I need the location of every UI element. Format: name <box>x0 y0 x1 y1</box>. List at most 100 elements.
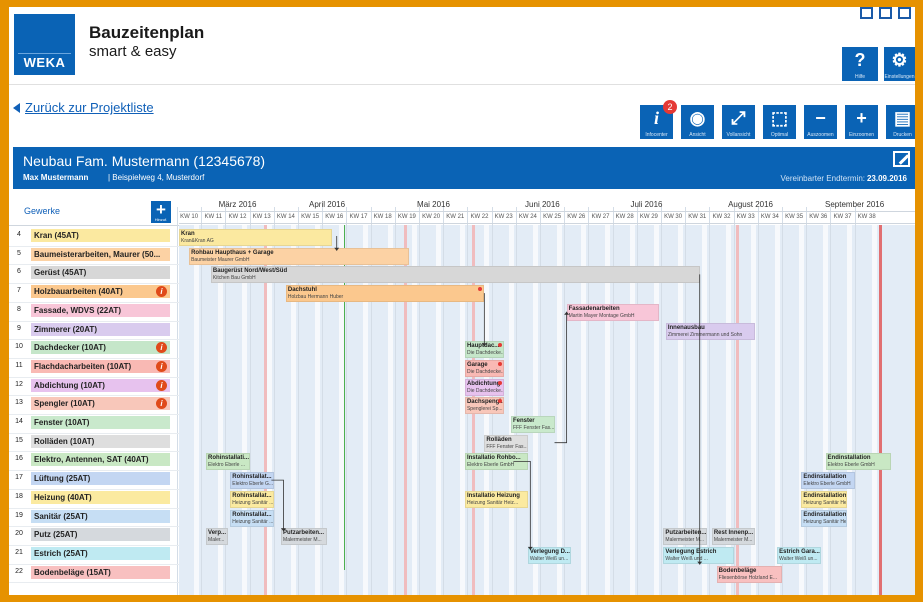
help-button-label: Hilfe <box>854 74 865 80</box>
gewerk-row-label[interactable]: Dachdecker (10AT) <box>31 341 170 355</box>
gewerk-row-label[interactable]: Bodenbeläge (15AT) <box>31 565 170 579</box>
maximize-button[interactable] <box>879 7 892 19</box>
week-divider <box>419 207 420 595</box>
task-bar[interactable]: Garage Die Dachdecke... <box>464 359 504 377</box>
task-company: Zimmerei Zimmermann und Sohn <box>667 331 743 338</box>
task-bar[interactable]: Innenausbau Zimmerei Zimmermann und Sohn <box>665 322 756 340</box>
task-bar[interactable]: Dachspengl... Spenglerei Sp... <box>464 397 504 415</box>
row-number: 7 <box>17 287 21 295</box>
week-label: KW 36 <box>809 214 828 220</box>
gewerke-header-divider <box>9 225 179 226</box>
week-divider <box>322 207 324 595</box>
week-divider <box>201 207 203 595</box>
optimal-button[interactable]: ⬚ Optimal <box>763 105 796 139</box>
task-bar[interactable]: Rohbau Haupthaus + Garage Baumeister Maur… <box>189 247 410 265</box>
gewerk-row-label[interactable]: Fenster (10AT) <box>31 416 170 429</box>
back-to-project-list-link[interactable]: Zurück zur Projektliste <box>13 100 154 115</box>
task-bar[interactable]: Rohinstallat... Elektro Eberle G... <box>230 472 274 490</box>
weekend-band <box>363 225 369 595</box>
end-date-label: Vereinbarter Endtermin: <box>780 174 866 183</box>
gewerk-row-label[interactable]: Zimmerer (20AT) <box>31 322 170 336</box>
task-title: Rohinstallat... <box>232 474 272 481</box>
gewerk-row-label[interactable]: Holzbauarbeiten (40AT) <box>31 285 170 299</box>
task-bar[interactable]: Verlegung Estrich Walter Weiß und ... <box>663 546 734 564</box>
warning-icon[interactable]: i <box>156 286 167 298</box>
row-divider <box>9 283 179 285</box>
task-bar[interactable]: Dachstuhl Holzbau Hermann Huber <box>285 285 485 303</box>
month-label: Juli 2016 <box>630 200 663 209</box>
gewerk-row-label[interactable]: Sanitär (25AT) <box>31 509 170 523</box>
auszoomen-button[interactable]: − Auszoomen <box>804 105 837 139</box>
task-bar[interactable]: Fassadenarbeiten Martin Mayer Montage Gmb… <box>566 303 659 321</box>
task-bar[interactable]: Rolläden FFF Fenster Fas... <box>484 434 528 452</box>
einzoomen-button[interactable]: + Einzoomen <box>845 105 878 139</box>
row-divider <box>9 582 179 584</box>
task-title: Dachspengl... <box>466 399 504 406</box>
gewerk-row-label[interactable]: Putz (25AT) <box>31 528 170 542</box>
task-bar[interactable]: Installatio Rohbo... Elektro Eberle GmbH <box>464 453 528 471</box>
week-label: KW 26 <box>567 214 586 220</box>
task-bar[interactable]: Abdichtung Die Dachdecke... <box>464 378 504 396</box>
task-bar[interactable]: Bodenbeläge Fliesenbörse Holzland E... <box>716 565 782 583</box>
settings-button[interactable]: ⚙ Einstellungen <box>884 47 915 81</box>
row-divider <box>9 414 179 415</box>
task-title: Installatio Heizung <box>466 492 520 499</box>
task-bar[interactable]: Installatio Heizung Heizung Sanitär Heiz.… <box>464 490 528 508</box>
gewerk-row-label[interactable]: Gerüst (45AT) <box>31 266 170 280</box>
fullscreen-icon: ⤢ <box>731 108 746 128</box>
gewerk-row-label[interactable]: Rolläden (10AT) <box>31 434 170 448</box>
app-window: WEKA Bauzeitenplan smart & easy ? Hilfe … <box>9 7 915 595</box>
gewerk-row-label[interactable]: Heizung (40AT) <box>31 490 170 504</box>
help-button[interactable]: ? Hilfe <box>842 47 878 81</box>
gewerk-row-label[interactable]: Kran (45AT) <box>31 229 170 242</box>
vollansicht-button[interactable]: ⤢ Vollansicht <box>722 105 755 139</box>
weka-logo: WEKA <box>14 14 75 75</box>
task-bar[interactable]: Rohinstallati... Elektro Eberle ... <box>206 453 250 471</box>
task-title: Bodenbeläge <box>718 567 757 574</box>
task-bar[interactable]: Kran Kran&Kran AG <box>179 229 332 246</box>
gewerk-row-label[interactable]: Baumeisterarbeiten, Maurer (50... <box>31 247 170 261</box>
task-title: Innenausbau <box>667 324 705 331</box>
task-bar[interactable]: Endinstallation Elektro Eberle GmbH <box>801 472 855 490</box>
task-bar[interactable]: Putzarbeiten... Malermeister M... <box>663 528 707 546</box>
close-button[interactable] <box>898 7 911 19</box>
task-bar[interactable]: Baugerüst Nord/West/Süd Kitchen Bau GmbH <box>210 266 700 284</box>
task-bar[interactable]: Fenster FFF Fenster Fas... <box>510 416 555 433</box>
warning-icon[interactable]: i <box>156 342 167 354</box>
fullscreen-label: Vollansicht <box>726 132 751 138</box>
task-company: Kitchen Bau GmbH <box>212 275 256 282</box>
drucken-button[interactable]: ▤ Drucken <box>886 105 915 139</box>
task-bar[interactable]: Putzarbeiten... Malermeister M... <box>281 528 328 546</box>
task-title: Estrich Gara... <box>779 548 820 555</box>
gewerk-row-label[interactable]: Flachdacharbeiten (10AT) <box>31 359 170 373</box>
weekend-band <box>605 225 611 595</box>
task-bar[interactable]: Estrich Gara... Walter Weiß un... <box>777 546 821 564</box>
gewerk-row-label[interactable]: Spengler (10AT) <box>31 397 170 411</box>
gewerk-row-label[interactable]: Estrich (25AT) <box>31 546 170 560</box>
task-bar[interactable]: Rohinstallat... Heizung Sanitär ... <box>230 490 274 508</box>
minimize-button[interactable] <box>860 7 873 19</box>
ansicht-button[interactable]: ◉ Ansicht <box>681 105 714 139</box>
edit-project-icon[interactable] <box>893 151 910 167</box>
task-bar[interactable]: Rest Innenp... Malermeister M... <box>711 528 756 546</box>
add-gewerk-button[interactable]: + Hinzuf. <box>151 200 171 223</box>
warning-icon[interactable]: i <box>156 360 167 372</box>
warning-icon[interactable]: i <box>156 398 167 410</box>
task-bar[interactable]: Verp... Maler... <box>206 528 228 546</box>
task-bar[interactable]: Rohinstallat... Heizung Sanitär ... <box>230 509 274 527</box>
task-title: Fenster <box>512 418 535 424</box>
gewerk-row-label[interactable]: Abdichtung (10AT) <box>31 378 170 392</box>
gewerk-row-label[interactable]: Elektro, Antennen, SAT (40AT) <box>31 453 170 467</box>
task-bar[interactable]: Verlegung D... Walter Weiß un... <box>527 546 572 564</box>
gewerk-row-label[interactable]: Fassade, WDVS (22AT) <box>31 303 170 317</box>
task-bar[interactable]: Endinstallation Elektro Eberle GmbH <box>825 453 891 471</box>
holiday-marker <box>736 225 740 595</box>
warning-icon[interactable]: i <box>156 379 167 391</box>
task-bar[interactable]: Hauptdac... Die Dachdecke... <box>464 341 504 359</box>
task-company: Heizung Sanitär Heinz Sc... <box>803 518 847 525</box>
gewerk-row-label[interactable]: Lüftung (25AT) <box>31 472 170 486</box>
row-divider <box>9 432 179 434</box>
week-label: KW 38 <box>857 214 876 220</box>
